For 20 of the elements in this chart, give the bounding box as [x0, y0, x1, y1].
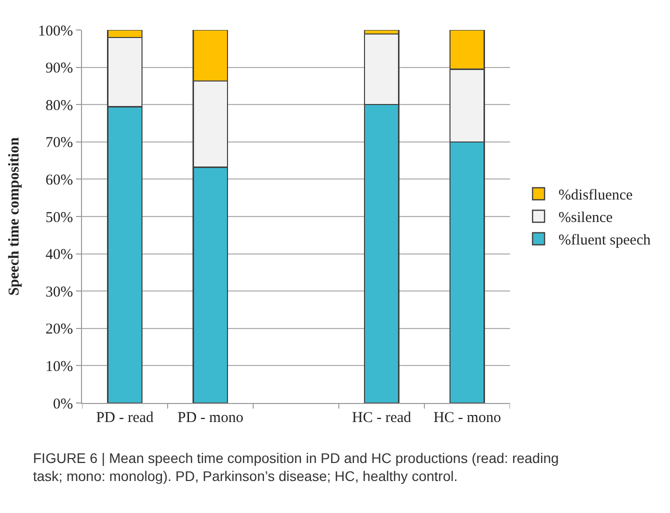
legend-label: %disfluence	[558, 188, 634, 204]
y-tick-label: 10%	[46, 358, 73, 375]
y-tick-label: 100%	[38, 23, 73, 40]
y-tick-label: 80%	[46, 98, 73, 114]
x-tick-label: HC - read	[352, 410, 412, 426]
y-tick-label: 30%	[46, 284, 73, 300]
y-tick-label: 60%	[46, 172, 73, 188]
y-tick-label: 40%	[46, 247, 73, 264]
legend-label: %fluent speech	[558, 232, 652, 249]
caption: FIGURE 6 | Mean speech time composition in PD and HC productions (read: reading task; mono: monolog). PD, Parkinson’s disease; HC, healthy control.	[33, 450, 559, 484]
y-tick-label: 0%	[53, 396, 73, 412]
y-tick-label: 50%	[46, 210, 73, 226]
y-tick-label: 70%	[46, 135, 73, 152]
y-tick-label: 90%	[46, 60, 73, 77]
legend-label: %silence	[558, 210, 614, 226]
y-tick-label: 20%	[46, 322, 73, 338]
x-tick-label: PD - read	[96, 410, 154, 426]
x-tick-label: HC - mono	[433, 410, 501, 426]
x-tick-label: PD - mono	[177, 410, 244, 426]
y-axis-title: Speech time composition	[6, 136, 22, 296]
